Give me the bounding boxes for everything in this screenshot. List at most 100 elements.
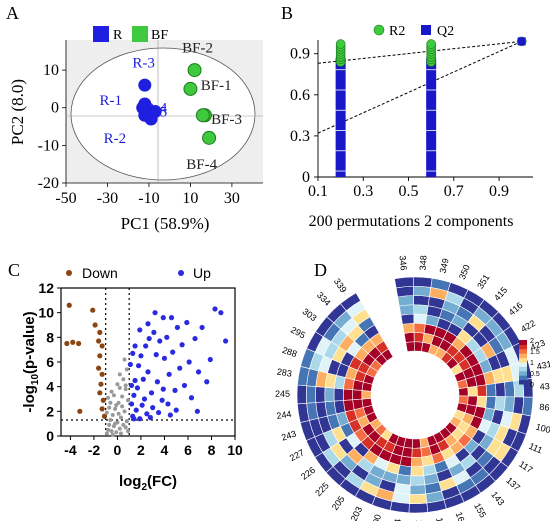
pca-x-tick-label: -30 <box>97 190 118 207</box>
volcano-point-ns <box>124 367 129 372</box>
perm-regression-lines <box>317 40 522 134</box>
pca-legend-label-r: R <box>113 28 123 43</box>
pca-points <box>136 63 217 145</box>
pca-x-axis-label: PC1 (58.9%) <box>121 214 210 233</box>
volcano-point-up <box>188 395 195 401</box>
volcano-point-ns <box>114 403 119 408</box>
pca-legend-swatch-r <box>93 26 109 42</box>
volcano-point-up <box>166 371 172 377</box>
volcano-point-down <box>99 343 105 349</box>
perm-x-tick-label: 0.9 <box>489 183 509 200</box>
pca-label-bf: BF-3 <box>211 112 242 128</box>
volcano-y-tick-label: 2 <box>46 403 54 419</box>
perm-y-tick-label: 0.3 <box>290 128 310 145</box>
circular-heatmap-cell <box>494 381 506 398</box>
circular-heatmap-cell <box>340 292 362 312</box>
circular-heatmap-segment-label: 243 <box>280 429 297 443</box>
circular-heatmap-cell <box>397 464 412 477</box>
volcano-point-down <box>96 365 102 371</box>
volcano-y-axis-label: -log10(p-value) <box>21 311 41 412</box>
volcano-point-up <box>161 355 168 361</box>
circular-heatmap-center <box>372 352 458 438</box>
volcano-point-down <box>70 339 76 345</box>
volcano-point-up <box>159 397 165 403</box>
circular-heatmap-cell <box>352 398 364 410</box>
circular-heatmap-segment-label: 283 <box>276 366 292 378</box>
pca-label-r: R-4 <box>145 101 168 117</box>
volcano-point-up <box>170 349 176 355</box>
circular-heatmap-cell <box>413 304 429 316</box>
volcano-point-ns <box>107 422 112 427</box>
volcano-point-ns <box>108 417 113 422</box>
volcano-y-tick-label: 12 <box>38 280 54 296</box>
volcano-point-down <box>66 302 72 308</box>
pca-y-tick-label: 0 <box>51 100 59 117</box>
circular-heatmap-cell <box>458 387 469 397</box>
volcano-point-up <box>137 416 143 422</box>
volcano-x-tick-label: 6 <box>184 442 192 458</box>
perm-ticks: 0.1 0.3 0.5 0.7 0.9 0 0.3 0.6 0.9 <box>290 46 509 200</box>
circular-heatmap-segment-label: 349 <box>438 257 451 274</box>
perm-y-tick-label: 0.6 <box>290 87 310 104</box>
circular-heatmap-cell <box>296 384 307 405</box>
volcano-y-tick-label: 8 <box>46 329 54 345</box>
volcano-point-down <box>97 390 103 396</box>
volcano-point-up <box>181 382 188 389</box>
circular-heatmap-cell <box>315 386 326 403</box>
volcano-point-up <box>132 343 138 349</box>
volcano-point-ns <box>123 387 128 392</box>
volcano-point-up <box>160 315 166 321</box>
colorbar-segment <box>519 340 527 345</box>
panel-letter-b: B <box>281 3 293 23</box>
circular-heatmap-cell <box>403 332 415 343</box>
volcano-x-tick-label: 0 <box>114 442 122 458</box>
volcano-point-ns <box>114 430 119 435</box>
volcano-point-up <box>154 379 161 385</box>
circular-heatmap-segment-label: 100 <box>535 422 550 436</box>
circular-heatmap-segment-label: 137 <box>504 475 522 493</box>
volcano-y-tick-label: 6 <box>46 354 54 370</box>
circular-heatmap-segment-label: 415 <box>492 285 509 303</box>
circular-heatmap-segment-label: 348 <box>418 255 429 271</box>
volcano-point-down <box>99 406 105 412</box>
pca-label-bf: BF-1 <box>201 78 232 94</box>
perm-x-tick-label: 0.1 <box>308 183 328 200</box>
pca-panel: -50 -30 -10 10 30 -20 -10 0 10 R-3 R-1 R-4R-5 R-2 BF… <box>8 26 263 233</box>
circular-heatmap-segment-label: 203 <box>349 505 365 521</box>
volcano-point-ns <box>115 382 120 387</box>
volcano-point-down <box>100 397 106 403</box>
volcano-point-up <box>151 329 157 335</box>
volcano-point-down <box>76 340 82 347</box>
pca-y-tick-label: 10 <box>43 62 59 79</box>
volcano-point-up <box>145 369 151 375</box>
volcano-point-up <box>157 338 163 344</box>
volcano-point-up <box>132 377 138 384</box>
circular-heatmap-segment-label: 351 <box>475 272 491 290</box>
volcano-point-ns <box>108 400 113 405</box>
volcano-point-ns <box>106 395 111 400</box>
perm-q2-original-point <box>517 37 526 46</box>
circular-heatmap-segment-label: 205 <box>330 494 347 512</box>
perm-r2-point <box>335 39 346 49</box>
volcano-point-up <box>212 306 218 312</box>
volcano-point-up <box>135 363 142 369</box>
volcano-point-ns <box>109 429 114 434</box>
pca-point-r <box>138 78 152 92</box>
circular-heatmap-cell <box>409 484 427 495</box>
circular-heatmap-cell <box>485 396 497 410</box>
circular-heatmap-cell <box>395 285 414 298</box>
circular-heatmap-cell <box>394 276 414 289</box>
pca-label-bf: BF-2 <box>182 41 213 57</box>
circular-heatmap-segment-label: 303 <box>301 306 319 323</box>
colorbar-segment <box>519 357 527 363</box>
colorbar-segment <box>519 348 527 354</box>
volcano-point-up <box>192 335 198 342</box>
perm-legend-label-r2: R2 <box>389 24 405 39</box>
pca-legend-swatch-bf <box>132 26 148 42</box>
circular-heatmap-cell <box>413 285 432 297</box>
volcano-x-tick-label: 2 <box>137 442 145 458</box>
pca-legend-label-bf: BF <box>151 28 168 43</box>
circular-heatmap-cell <box>411 447 423 458</box>
